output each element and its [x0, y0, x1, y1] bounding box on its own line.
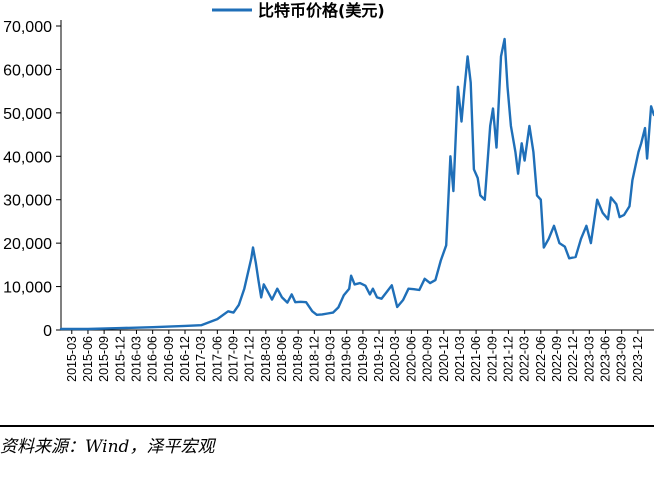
x-tick-label: 2016-12 [178, 336, 192, 382]
series-layer [59, 37, 654, 331]
series-line [59, 37, 654, 331]
x-tick-label: 2018-12 [307, 336, 321, 382]
x-tick-label: 2021-06 [469, 336, 483, 382]
x-tick-label: 2017-09 [227, 336, 241, 382]
x-tick-label: 2017-12 [243, 336, 257, 382]
y-tick-label: 70,000 [3, 19, 52, 36]
y-tick-label: 0 [43, 323, 52, 340]
y-tick-label: 20,000 [3, 236, 52, 253]
x-tick-label: 2022-06 [534, 336, 548, 382]
x-tick-label: 2022-12 [566, 336, 580, 382]
x-tick-label: 2015-06 [81, 336, 95, 382]
x-axis: 2015-03 2015-06 2015-09 2015-12 2016-03 2016-… [61, 329, 654, 382]
y-tick-label: 50,000 [3, 106, 52, 123]
x-tick-label: 2016-03 [129, 336, 143, 382]
x-tick-label: 2015-09 [97, 336, 111, 382]
y-tick-label: 10,000 [3, 280, 52, 297]
x-tick-label: 2015-03 [65, 336, 79, 382]
y-tick-label: 30,000 [3, 193, 52, 210]
x-tick-label: 2019-12 [372, 336, 386, 382]
x-tick-label: 2023-12 [631, 336, 645, 382]
x-tick-label: 2018-03 [259, 336, 273, 382]
source-note: 资料来源：Wind，泽平宏观 [0, 437, 215, 457]
x-tick-label: 2022-09 [550, 336, 564, 382]
x-tick-label: 2021-09 [485, 336, 499, 382]
x-tick-label: 2015-12 [113, 336, 127, 382]
legend: 比特币价格(美元) [212, 1, 385, 20]
x-tick-label: 2019-03 [324, 336, 338, 382]
y-tick-label: 40,000 [3, 149, 52, 166]
x-tick-label: 2018-06 [275, 336, 289, 382]
x-tick-label: 2022-03 [518, 336, 532, 382]
x-tick-label: 2016-06 [146, 336, 160, 382]
x-tick-label: 2023-06 [598, 336, 612, 382]
x-tick-label: 2020-06 [404, 336, 418, 382]
x-tick-label: 2019-09 [356, 336, 370, 382]
x-tick-label: 2020-03 [388, 336, 402, 382]
x-tick-label: 2020-09 [421, 336, 435, 382]
x-tick-label: 2023-03 [582, 336, 596, 382]
x-tick-label: 2019-06 [340, 336, 354, 382]
x-tick-label: 2021-12 [501, 336, 515, 382]
x-tick-label: 2017-03 [194, 336, 208, 382]
x-tick-label: 2020-12 [437, 336, 451, 382]
x-tick-label: 2017-06 [210, 336, 224, 382]
legend-label: 比特币价格(美元) [258, 1, 385, 20]
x-tick-label: 2023-09 [615, 336, 629, 382]
y-axis: 0 10,000 20,000 30,000 40,000 50,000 60,000 70,… [3, 19, 62, 340]
y-tick-label: 60,000 [3, 62, 52, 79]
x-tick-label: 2018-09 [291, 336, 305, 382]
x-tick-label: 2016-09 [162, 336, 176, 382]
x-tick-label: 2021-03 [453, 336, 467, 382]
